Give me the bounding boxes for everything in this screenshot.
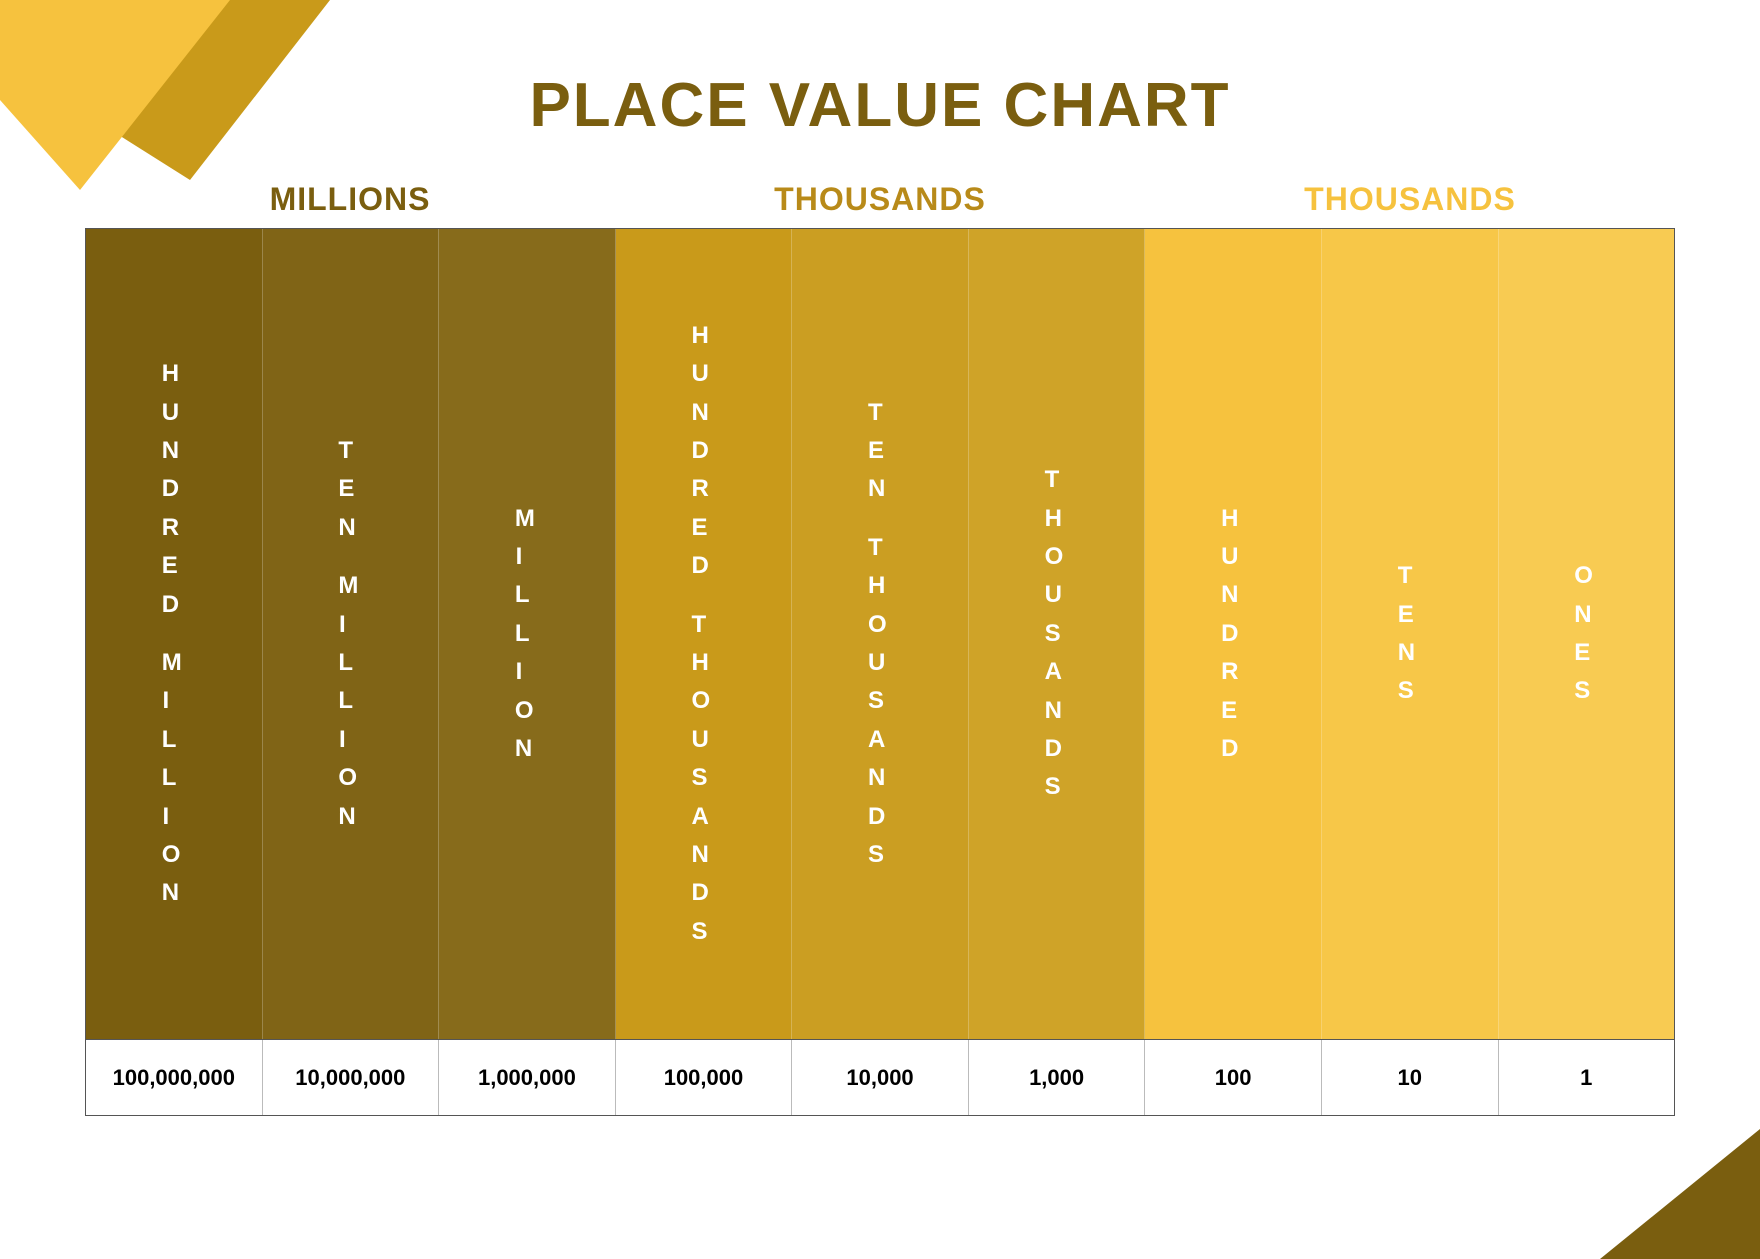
group-label: MILLIONS bbox=[85, 181, 615, 218]
place-value-cell: 100,000,000 bbox=[86, 1040, 263, 1115]
place-value-cell: 100,000 bbox=[616, 1040, 793, 1115]
place-column: HUNDREDTHOUSANDS bbox=[616, 229, 793, 1039]
place-label-vertical: TENTHOUSANDS bbox=[868, 394, 892, 875]
place-value-cell: 1 bbox=[1499, 1040, 1675, 1115]
page: PLACE VALUE CHART MILLIONSTHOUSANDSTHOUS… bbox=[0, 0, 1760, 1259]
place-column: ONES bbox=[1499, 229, 1675, 1039]
place-column: THOUSANDS bbox=[969, 229, 1146, 1039]
place-column: MILLION bbox=[439, 229, 616, 1039]
place-label-vertical: TENMILLION bbox=[338, 432, 362, 836]
group-label: THOUSANDS bbox=[615, 181, 1145, 218]
place-value-cell: 10,000 bbox=[792, 1040, 969, 1115]
place-column: HUNDRED bbox=[1145, 229, 1322, 1039]
place-column: HUNDREDMILLION bbox=[86, 229, 263, 1039]
place-value-cell: 1,000 bbox=[969, 1040, 1146, 1115]
chart-title: PLACE VALUE CHART bbox=[0, 0, 1760, 141]
place-label-vertical: ONES bbox=[1574, 557, 1598, 711]
place-label-vertical: HUNDRED bbox=[1221, 500, 1245, 769]
place-column: TENS bbox=[1322, 229, 1499, 1039]
place-column: TENMILLION bbox=[263, 229, 440, 1039]
corner-decoration-bottom bbox=[1560, 1099, 1760, 1259]
place-label-vertical: HUNDREDMILLION bbox=[162, 355, 186, 912]
place-label-vertical: TENS bbox=[1398, 557, 1422, 711]
values-row: 100,000,00010,000,0001,000,000100,00010,… bbox=[86, 1039, 1674, 1115]
place-value-cell: 10 bbox=[1322, 1040, 1499, 1115]
chart-table: HUNDREDMILLIONTENMILLIONMILLIONHUNDREDTH… bbox=[85, 228, 1675, 1116]
group-labels-row: MILLIONSTHOUSANDSTHOUSANDS bbox=[85, 181, 1675, 218]
group-label: THOUSANDS bbox=[1145, 181, 1675, 218]
place-value-cell: 10,000,000 bbox=[263, 1040, 440, 1115]
place-label-vertical: HUNDREDTHOUSANDS bbox=[691, 317, 715, 951]
place-label-vertical: MILLION bbox=[515, 500, 539, 769]
deco-shape-bottom bbox=[1600, 1129, 1760, 1259]
place-value-cell: 1,000,000 bbox=[439, 1040, 616, 1115]
place-label-vertical: THOUSANDS bbox=[1045, 461, 1069, 807]
place-value-cell: 100 bbox=[1145, 1040, 1322, 1115]
place-column: TENTHOUSANDS bbox=[792, 229, 969, 1039]
columns-row: HUNDREDMILLIONTENMILLIONMILLIONHUNDREDTH… bbox=[86, 229, 1674, 1039]
